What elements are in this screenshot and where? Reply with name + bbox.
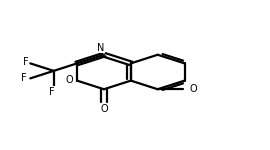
Text: N: N [97, 43, 104, 53]
Text: O: O [66, 75, 73, 85]
Text: F: F [21, 73, 26, 83]
Text: O: O [190, 84, 197, 94]
Text: F: F [49, 87, 54, 97]
Text: O: O [100, 104, 108, 114]
Text: F: F [23, 57, 28, 67]
